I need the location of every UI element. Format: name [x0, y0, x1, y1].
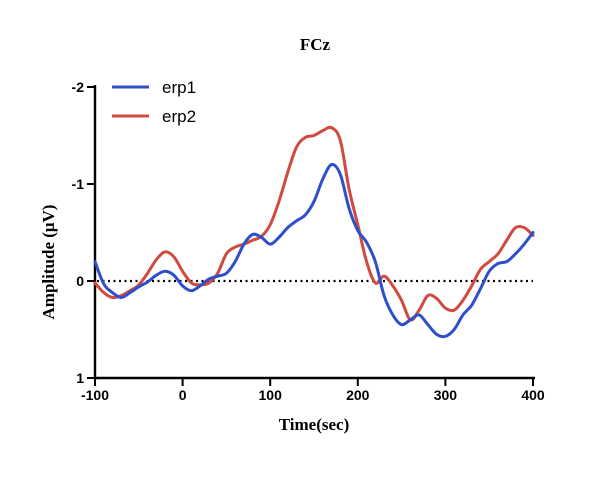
series-line-erp2	[93, 125, 535, 322]
y-tick-label: -1	[72, 176, 85, 192]
y-tick-label: -2	[72, 79, 85, 95]
x-tick-label: -100	[81, 387, 109, 403]
chart-title: FCz	[300, 35, 331, 54]
y-tick-label: 0	[76, 273, 84, 289]
x-tick-label: 400	[521, 387, 545, 403]
watermark-text: 知乎 @行上行下	[465, 448, 575, 466]
series-line-erp1	[93, 162, 535, 339]
x-tick-label: 0	[179, 387, 187, 403]
x-tick-label: 300	[434, 387, 458, 403]
x-axis-label: Time(sec)	[279, 415, 350, 434]
x-tick-label: 200	[346, 387, 370, 403]
legend-label-erp2: erp2	[162, 107, 196, 126]
legend-label-erp1: erp1	[162, 78, 196, 97]
axes: -2 -1 0 1-100 0 100 200 300 400	[72, 79, 545, 403]
x-tick-label: 100	[259, 387, 283, 403]
y-tick-label: 1	[76, 370, 84, 386]
y-axis-label: Amplitude (μV)	[39, 205, 58, 320]
series-layer	[93, 125, 535, 339]
legend: erp1 erp2	[112, 78, 196, 126]
